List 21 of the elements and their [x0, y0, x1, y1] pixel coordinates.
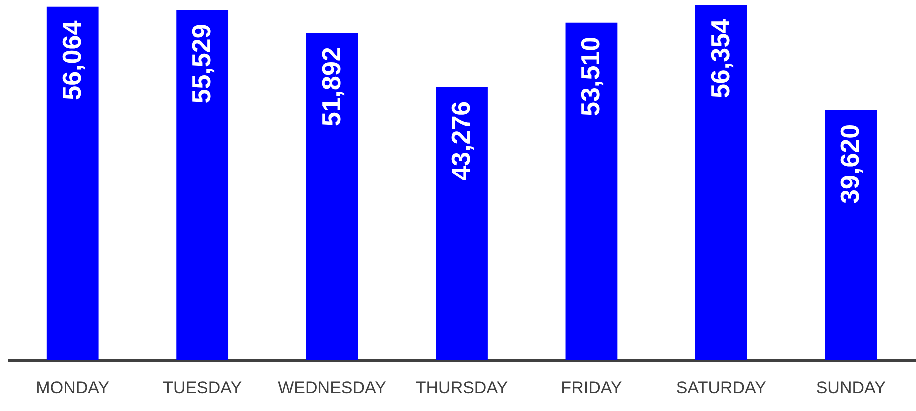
data-label: 43,276 — [446, 101, 476, 181]
data-label: 53,510 — [576, 36, 606, 116]
data-label: 51,892 — [316, 47, 346, 127]
bar — [306, 33, 358, 360]
bar — [436, 87, 488, 360]
bar — [825, 110, 878, 360]
data-label: 55,529 — [186, 24, 217, 104]
data-label: 56,354 — [705, 18, 736, 99]
data-label: 56,064 — [56, 20, 87, 100]
bar — [695, 5, 748, 360]
x-tick-label: THURSDAY — [416, 378, 508, 398]
data-label: 39,620 — [835, 124, 866, 204]
x-tick-label: FRIDAY — [561, 378, 622, 398]
bar — [46, 6, 99, 360]
x-tick-label: TUESDAY — [163, 378, 242, 398]
x-tick-label: WEDNESDAY — [278, 378, 386, 398]
x-tick-label: SUNDAY — [816, 378, 886, 398]
x-tick-label: SATURDAY — [676, 378, 766, 398]
x-tick-label: MONDAY — [36, 378, 110, 398]
bar — [566, 22, 618, 360]
bar — [176, 10, 229, 360]
